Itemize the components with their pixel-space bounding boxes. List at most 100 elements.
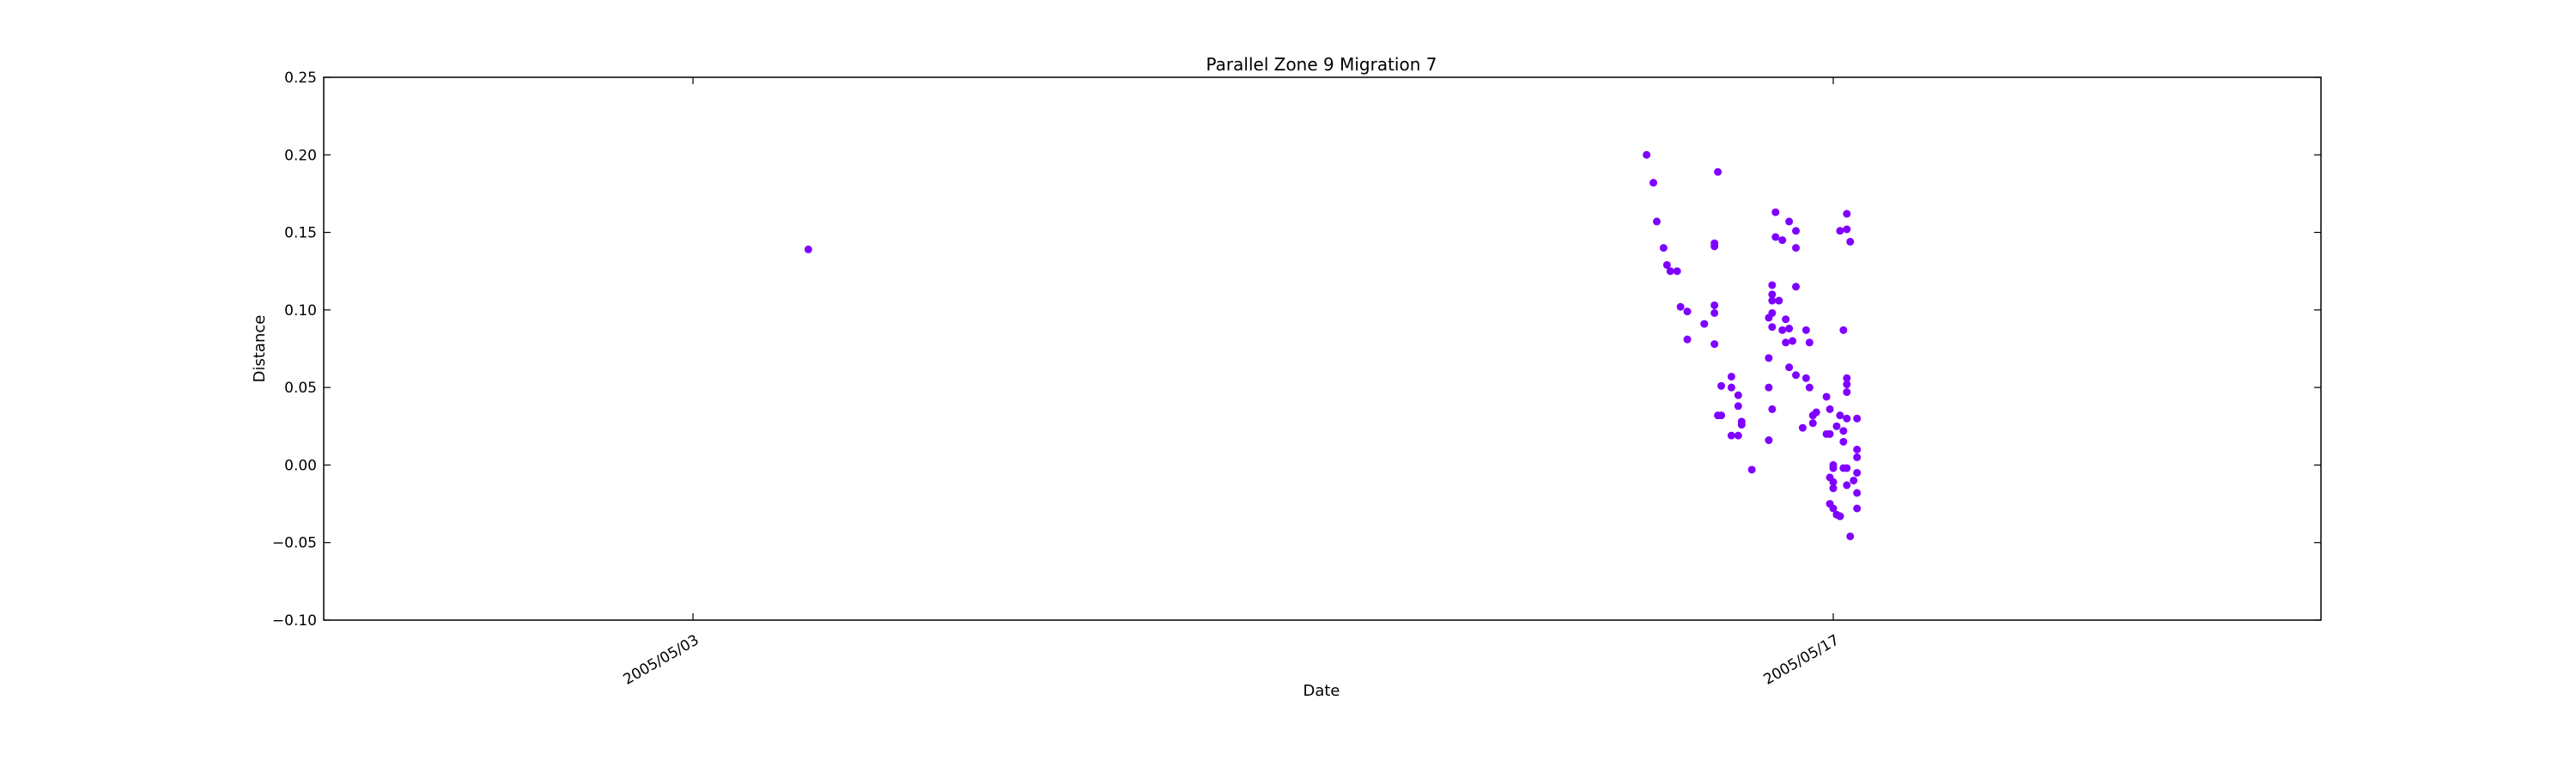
data-point xyxy=(1727,373,1735,381)
data-point xyxy=(1714,167,1722,176)
data-point xyxy=(1853,489,1862,497)
data-point xyxy=(1826,429,1834,438)
data-point xyxy=(1846,532,1855,540)
data-point xyxy=(1666,267,1674,276)
data-point xyxy=(1768,308,1777,317)
y-axis-label: Distance xyxy=(251,315,269,383)
x-axis-ticks: 2005/05/03 2005/05/17 xyxy=(621,77,1843,689)
data-points xyxy=(804,150,1862,540)
data-point xyxy=(1768,405,1777,413)
y-tick-label: 0.25 xyxy=(284,70,317,87)
data-point xyxy=(1839,437,1848,446)
data-point xyxy=(1812,408,1820,417)
data-point xyxy=(1652,217,1661,226)
data-point xyxy=(1808,419,1817,428)
data-point xyxy=(1822,393,1831,401)
data-point xyxy=(1843,380,1851,389)
data-point xyxy=(1829,460,1838,469)
y-tick-label: 0.00 xyxy=(284,457,317,474)
data-point xyxy=(1843,481,1851,490)
data-point xyxy=(1676,302,1685,311)
data-point xyxy=(1832,422,1841,430)
data-point xyxy=(1843,210,1851,218)
data-point xyxy=(1659,244,1668,253)
data-point xyxy=(1710,340,1719,349)
data-point xyxy=(1717,381,1726,390)
data-point xyxy=(1768,323,1777,332)
data-point xyxy=(1649,179,1658,187)
x-tick-label: 2005/05/17 xyxy=(1761,631,1843,688)
data-point xyxy=(1829,504,1838,513)
data-point xyxy=(1843,414,1851,423)
y-tick-label: 0.10 xyxy=(284,302,317,320)
data-point xyxy=(1836,512,1844,520)
data-point xyxy=(1789,337,1797,345)
data-point xyxy=(1792,283,1801,291)
data-point xyxy=(1775,296,1783,305)
data-point xyxy=(1737,417,1746,426)
y-tick-label: −0.10 xyxy=(272,612,317,630)
data-point xyxy=(1734,391,1742,399)
data-point xyxy=(1792,244,1801,253)
plot-frame xyxy=(323,76,2322,621)
data-point xyxy=(1734,431,1742,440)
data-point xyxy=(1805,383,1814,392)
data-point xyxy=(1683,307,1692,316)
x-tick-label: 2005/05/03 xyxy=(621,631,702,688)
data-point xyxy=(1710,308,1719,317)
data-point xyxy=(1829,484,1838,493)
data-point xyxy=(1785,325,1794,333)
data-point xyxy=(1846,237,1855,246)
data-point xyxy=(1710,242,1719,251)
chart-title: Parallel Zone 9 Migration 7 xyxy=(1206,54,1437,75)
data-point xyxy=(1778,236,1787,245)
data-point xyxy=(1836,227,1844,235)
data-point xyxy=(1778,326,1787,334)
data-point xyxy=(1747,466,1756,474)
data-point xyxy=(1836,411,1844,420)
data-point xyxy=(1782,315,1790,324)
data-point xyxy=(1673,267,1681,276)
data-point xyxy=(1801,374,1810,382)
data-point xyxy=(1843,374,1851,382)
y-tick-label: 0.20 xyxy=(284,147,317,164)
data-point xyxy=(1829,478,1838,486)
data-point xyxy=(1710,301,1719,309)
data-point xyxy=(1785,217,1794,226)
data-point xyxy=(1853,504,1862,513)
y-tick-label: 0.15 xyxy=(284,225,317,242)
data-point xyxy=(1765,436,1773,445)
data-point xyxy=(1853,453,1862,461)
data-point xyxy=(804,245,812,253)
data-point xyxy=(1843,464,1851,472)
data-point xyxy=(1843,388,1851,397)
data-point xyxy=(1768,281,1777,289)
data-point xyxy=(1771,233,1780,241)
data-point xyxy=(1727,383,1735,392)
data-point xyxy=(1853,468,1862,477)
data-point xyxy=(1853,414,1862,423)
y-tick-label: 0.05 xyxy=(284,380,317,397)
data-point xyxy=(1683,335,1692,344)
data-point xyxy=(1801,326,1810,334)
data-point xyxy=(1727,431,1735,440)
data-point xyxy=(1792,371,1801,380)
data-point xyxy=(1826,405,1834,413)
data-point xyxy=(1700,320,1709,328)
data-point xyxy=(1850,476,1858,484)
data-point xyxy=(1843,225,1851,234)
data-point xyxy=(1768,296,1777,305)
data-point xyxy=(1798,423,1807,432)
x-axis-label: Date xyxy=(1303,682,1340,700)
data-point xyxy=(1785,363,1794,372)
data-point xyxy=(1765,354,1773,362)
data-point xyxy=(1853,445,1862,453)
y-tick-label: −0.05 xyxy=(272,535,317,552)
data-point xyxy=(1792,227,1801,235)
data-point xyxy=(1771,208,1780,216)
data-point xyxy=(1717,411,1726,420)
data-point xyxy=(1768,290,1777,299)
data-point xyxy=(1765,383,1773,392)
data-point xyxy=(1805,338,1814,347)
